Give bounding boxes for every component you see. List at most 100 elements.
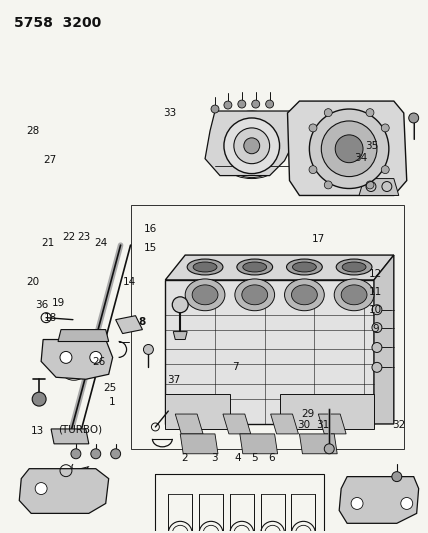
Circle shape (224, 101, 232, 109)
Polygon shape (175, 414, 203, 434)
Text: 12: 12 (369, 269, 382, 279)
Polygon shape (223, 414, 251, 434)
Circle shape (381, 124, 389, 132)
Text: 25: 25 (103, 383, 116, 393)
Text: 16: 16 (143, 224, 157, 235)
Polygon shape (240, 434, 278, 454)
Text: 11: 11 (369, 287, 382, 297)
Text: 22: 22 (62, 232, 75, 242)
Circle shape (392, 472, 402, 482)
Polygon shape (359, 179, 399, 196)
Text: 18: 18 (44, 313, 57, 324)
Polygon shape (41, 340, 113, 379)
Polygon shape (58, 329, 109, 342)
Circle shape (321, 121, 377, 176)
Polygon shape (300, 434, 337, 454)
Circle shape (266, 100, 273, 108)
Bar (131, 205, 404, 449)
Polygon shape (173, 332, 187, 340)
Circle shape (335, 135, 363, 163)
Polygon shape (19, 469, 109, 513)
Text: 37: 37 (167, 375, 180, 385)
Circle shape (224, 118, 279, 174)
Circle shape (324, 109, 332, 117)
Text: 17: 17 (312, 234, 325, 244)
Ellipse shape (235, 279, 275, 311)
Text: 13: 13 (31, 426, 44, 435)
Text: 32: 32 (392, 421, 406, 430)
Text: 5: 5 (251, 453, 258, 463)
Ellipse shape (291, 285, 317, 305)
Text: 8: 8 (138, 317, 146, 327)
Circle shape (309, 109, 389, 189)
Circle shape (324, 444, 334, 454)
Polygon shape (205, 111, 300, 175)
Text: 15: 15 (143, 243, 157, 253)
Polygon shape (165, 255, 394, 280)
Polygon shape (165, 280, 374, 424)
Polygon shape (339, 477, 419, 523)
Text: 27: 27 (44, 155, 57, 165)
Text: 5758  3200: 5758 3200 (14, 15, 101, 30)
Circle shape (238, 100, 246, 108)
Circle shape (366, 181, 374, 189)
Ellipse shape (286, 259, 322, 275)
Ellipse shape (192, 285, 218, 305)
Ellipse shape (334, 279, 374, 311)
Ellipse shape (187, 259, 223, 275)
Text: 3: 3 (211, 453, 217, 463)
Text: 35: 35 (365, 141, 378, 151)
Circle shape (90, 351, 102, 364)
Circle shape (35, 482, 47, 495)
Circle shape (244, 138, 260, 154)
Circle shape (372, 305, 382, 314)
Polygon shape (270, 414, 298, 434)
Ellipse shape (342, 262, 366, 272)
Circle shape (351, 497, 363, 510)
Text: 9: 9 (372, 324, 379, 334)
Text: 28: 28 (27, 126, 40, 136)
Circle shape (111, 449, 121, 459)
Circle shape (401, 497, 413, 510)
Ellipse shape (336, 259, 372, 275)
Polygon shape (180, 434, 218, 454)
Text: 31: 31 (316, 421, 329, 430)
Polygon shape (165, 394, 230, 429)
Ellipse shape (193, 262, 217, 272)
Polygon shape (116, 316, 143, 334)
Polygon shape (51, 429, 89, 444)
Text: 36: 36 (35, 300, 48, 310)
Text: 21: 21 (42, 238, 55, 248)
Ellipse shape (237, 259, 273, 275)
Text: 34: 34 (354, 153, 367, 163)
Ellipse shape (292, 262, 316, 272)
Text: 2: 2 (181, 453, 187, 463)
Circle shape (366, 109, 374, 117)
Circle shape (172, 297, 188, 313)
Bar (155, 474, 324, 533)
Text: 6: 6 (268, 453, 275, 463)
Circle shape (71, 449, 81, 459)
Ellipse shape (185, 279, 225, 311)
Text: 33: 33 (163, 108, 176, 118)
Text: 19: 19 (52, 297, 65, 308)
Text: 29: 29 (301, 409, 314, 419)
Text: 30: 30 (297, 421, 310, 430)
Ellipse shape (341, 285, 367, 305)
Circle shape (211, 105, 219, 113)
Polygon shape (279, 394, 374, 429)
Circle shape (409, 113, 419, 123)
Circle shape (372, 322, 382, 333)
Circle shape (60, 351, 72, 364)
Circle shape (309, 166, 317, 174)
Text: 1: 1 (109, 397, 115, 407)
Polygon shape (374, 255, 394, 424)
Text: (TURBO): (TURBO) (58, 425, 102, 434)
Circle shape (381, 166, 389, 174)
Ellipse shape (243, 262, 267, 272)
Text: 14: 14 (122, 277, 136, 287)
Text: 20: 20 (27, 277, 40, 287)
Circle shape (252, 100, 260, 108)
Circle shape (32, 392, 46, 406)
Text: 23: 23 (78, 232, 91, 242)
